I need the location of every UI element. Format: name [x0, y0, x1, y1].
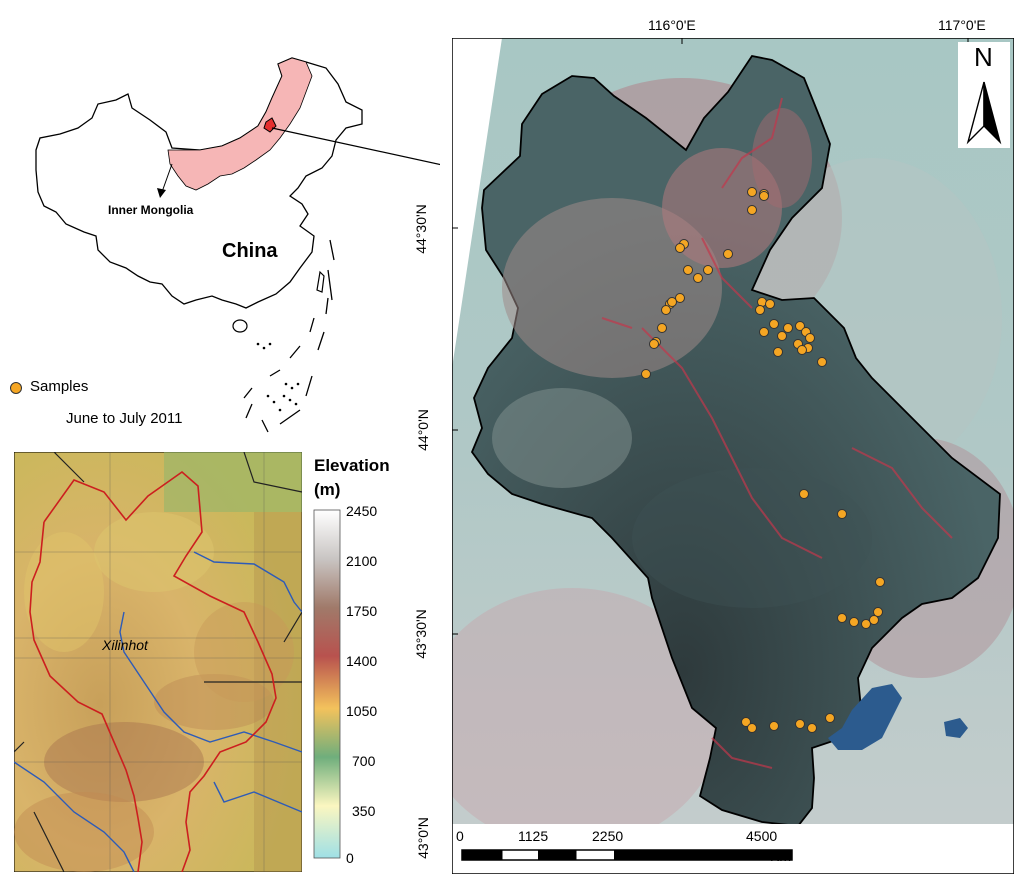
taiwan-island: [316, 270, 325, 293]
sample-point: [849, 617, 859, 627]
sample-point: [837, 509, 847, 519]
sample-point: [795, 719, 805, 729]
sample-point: [755, 305, 765, 315]
scalebar-tick-4500: 4500: [746, 828, 778, 844]
sample-point: [783, 323, 793, 333]
sample-point: [797, 345, 807, 355]
colorbar-tick-1400: 1400: [346, 653, 378, 669]
lake: [828, 684, 902, 750]
sample-point: [817, 357, 827, 367]
sample-point: [805, 333, 815, 343]
date-legend-label: June to July 2011: [66, 410, 183, 427]
sample-point: [873, 607, 883, 617]
sample-point: [807, 723, 817, 733]
inner-mongolia-region: [167, 57, 313, 191]
sample-point: [657, 323, 667, 333]
elevation-colorbar: [313, 509, 341, 859]
lon-tick-116: 116°0'E: [648, 17, 696, 33]
sample-point: [747, 205, 757, 215]
scalebar-tick-1125: 1125: [518, 828, 549, 844]
connector-arrow: [271, 127, 440, 166]
sample-point: [773, 347, 783, 357]
sample-point: [825, 713, 835, 723]
sample-point: [747, 187, 757, 197]
sample-point: [747, 723, 757, 733]
scalebar-unit: Km: [770, 848, 791, 864]
sample-point: [837, 613, 847, 623]
colorbar-tick-350: 350: [352, 803, 376, 819]
road-lines: [14, 452, 303, 872]
china-label: China: [222, 240, 278, 262]
scalebar: [461, 849, 793, 861]
sample-point: [675, 293, 685, 303]
china-inset-map: [35, 57, 440, 433]
sample-point: [799, 489, 809, 499]
xilinhot-label: Xilinhot: [102, 637, 148, 653]
colorbar-tick-2450: 2450: [346, 503, 378, 519]
south-sea-islands: [256, 342, 300, 412]
sample-point: [759, 191, 769, 201]
sample-point: [675, 243, 685, 253]
satellite-map: [452, 38, 1014, 874]
sample-point: [693, 273, 703, 283]
colorbar-title-1: Elevation: [314, 456, 390, 475]
lat-tick-44-30: 44°30'N: [412, 204, 429, 254]
scalebar-tick-2250: 2250: [592, 828, 624, 844]
sample-point: [777, 331, 787, 341]
lat-tick-43-30: 43°30'N: [412, 609, 429, 659]
lat-tick-44-0: 44°0'N: [414, 409, 431, 451]
sample-point: [741, 717, 751, 727]
sample-point: [765, 299, 775, 309]
samples-layer: [641, 187, 885, 733]
lat-tick-43-0: 43°0'N: [414, 817, 431, 859]
colorbar-tick-700: 700: [352, 753, 376, 769]
sample-point: [795, 321, 805, 331]
samples-legend-marker: [10, 382, 22, 394]
scalebar-tick-0: 0: [456, 828, 464, 844]
colorbar-tick-1750: 1750: [346, 603, 378, 619]
sample-point: [723, 249, 733, 259]
colorbar-title-2: (m): [314, 480, 341, 499]
colorbar-tick-0: 0: [346, 850, 354, 866]
study-area-boundary: [29, 470, 277, 872]
north-label: N: [974, 42, 993, 72]
sample-point: [649, 339, 659, 349]
sample-point: [769, 319, 779, 329]
sample-point: [703, 265, 713, 275]
elevation-map: [14, 452, 412, 872]
scalebar-panel: [452, 824, 1014, 874]
sample-point: [661, 305, 671, 315]
sample-point: [861, 619, 871, 629]
sample-point: [667, 297, 677, 307]
maritime-boundary: [243, 239, 335, 433]
sample-point: [641, 369, 651, 379]
colorbar-tick-1050: 1050: [346, 703, 378, 719]
lon-tick-117: 117°0'E: [938, 17, 986, 33]
sample-point: [683, 265, 693, 275]
region-label-arrow: [161, 163, 173, 193]
sample-point: [759, 327, 769, 337]
sample-point: [869, 615, 879, 625]
colorbar-tick-2100: 2100: [346, 553, 378, 569]
samples-legend-label: Samples: [30, 378, 89, 395]
hainan-island: [232, 319, 248, 333]
sample-point: [769, 721, 779, 731]
river-lines: [14, 551, 303, 872]
inner-mongolia-label: Inner Mongolia: [108, 203, 194, 217]
sample-point: [875, 577, 885, 587]
